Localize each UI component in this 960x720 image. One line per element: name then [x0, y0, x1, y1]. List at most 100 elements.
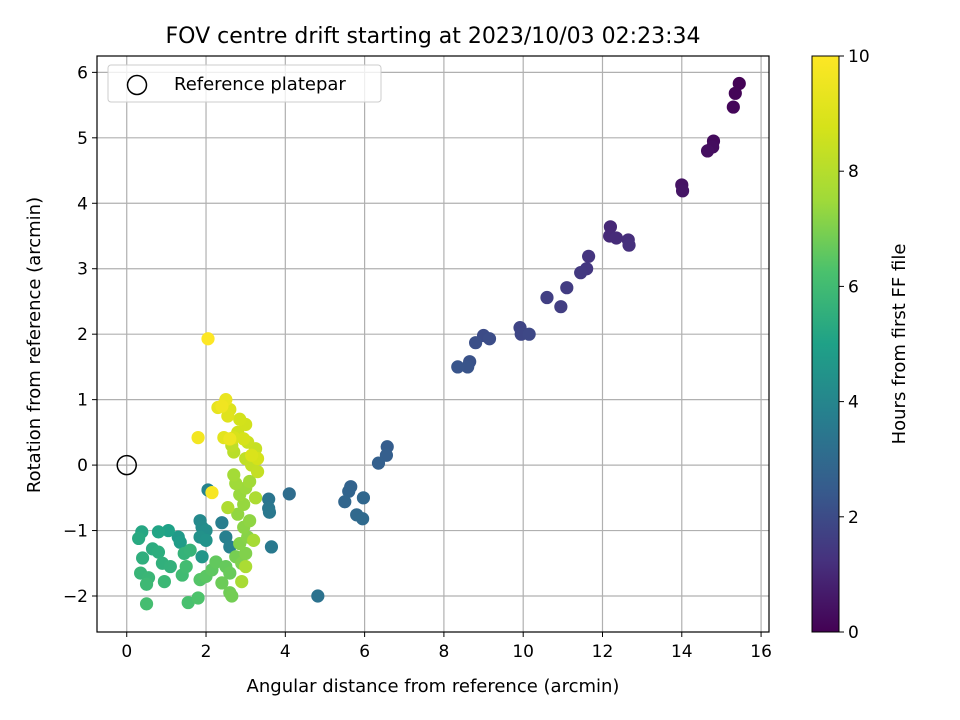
x-axis-label: Angular distance from reference (arcmin)	[247, 676, 620, 697]
colorbar-tick-label: 0	[848, 623, 859, 643]
colorbar-tick-label: 10	[848, 47, 870, 67]
data-point	[461, 360, 475, 374]
data-point	[161, 523, 175, 538]
data-point	[195, 550, 209, 564]
data-point	[675, 184, 690, 198]
data-point	[522, 327, 536, 341]
x-tick-label: 2	[201, 642, 212, 662]
data-point	[248, 491, 263, 505]
data-point	[235, 575, 249, 589]
colorbar-tick-label: 6	[848, 277, 859, 297]
data-point	[247, 533, 261, 547]
data-point	[201, 332, 215, 346]
data-point	[356, 491, 371, 505]
data-point	[221, 409, 235, 423]
data-point	[262, 492, 276, 506]
data-point	[163, 559, 177, 574]
data-point	[157, 575, 171, 589]
x-tick-label: 8	[438, 642, 449, 662]
x-tick-label: 0	[121, 642, 132, 662]
y-tick-label: 3	[77, 260, 88, 280]
x-tick-label: 6	[359, 642, 370, 662]
data-point	[199, 533, 213, 547]
data-point	[215, 399, 229, 413]
data-point	[582, 249, 596, 263]
y-tick-label: 6	[77, 63, 88, 83]
data-point	[311, 589, 325, 603]
y-tick-label: −2	[63, 587, 88, 607]
y-tick-label: 0	[77, 456, 88, 476]
colorbar: 0 2 4 6 8 10 Hours from first FF file	[811, 47, 910, 643]
data-point	[622, 238, 636, 252]
data-point	[726, 100, 740, 114]
data-point	[209, 555, 223, 569]
y-tick-label: 4	[77, 194, 88, 214]
data-point	[173, 535, 187, 549]
data-point	[151, 525, 166, 539]
data-point	[469, 336, 483, 350]
data-points	[116, 76, 746, 611]
data-point	[243, 514, 257, 528]
data-point	[482, 332, 497, 346]
data-point	[135, 551, 150, 565]
data-point	[223, 540, 237, 554]
data-point	[282, 487, 296, 501]
data-point	[574, 266, 588, 280]
data-point	[225, 589, 239, 603]
legend-entry-reference: Reference platepar	[174, 74, 346, 95]
data-point	[205, 485, 219, 500]
x-tick-label: 4	[280, 642, 291, 662]
grid	[97, 56, 769, 632]
data-point	[243, 474, 257, 489]
y-tick-label: 2	[77, 325, 88, 345]
data-point	[264, 540, 279, 554]
data-point	[215, 576, 229, 590]
data-point	[451, 360, 465, 374]
colorbar-tick-label: 4	[848, 393, 859, 413]
data-point	[554, 300, 568, 314]
legend-marker-reference	[126, 74, 148, 96]
y-tick-label: 1	[77, 391, 88, 411]
reference-marker	[116, 454, 137, 476]
data-point	[262, 505, 277, 519]
data-point	[560, 281, 574, 295]
legend-box	[107, 64, 382, 103]
data-point	[356, 512, 370, 526]
y-tick-label: 5	[77, 129, 88, 149]
data-point	[371, 456, 386, 470]
x-tick-label: 10	[512, 642, 534, 662]
data-point	[181, 595, 195, 610]
data-point	[250, 465, 265, 479]
data-point	[139, 577, 154, 591]
x-tick-label: 16	[750, 642, 772, 662]
data-point	[183, 543, 197, 557]
data-point	[609, 231, 623, 245]
data-point	[139, 597, 154, 611]
data-point	[151, 545, 166, 559]
colorbar-tick-label: 2	[848, 508, 859, 528]
data-point	[338, 495, 352, 509]
data-point	[342, 484, 356, 498]
data-point	[223, 432, 237, 446]
y-tick-label: −1	[63, 522, 88, 542]
data-point	[221, 501, 235, 515]
colorbar-tick-label: 8	[848, 162, 859, 182]
colorbar-gradient	[811, 55, 840, 633]
data-point	[191, 431, 205, 445]
data-point	[245, 448, 259, 462]
colorbar-label: Hours from first FF file	[889, 244, 910, 445]
data-point	[237, 432, 251, 446]
data-point	[227, 468, 241, 482]
chart-title: FOV centre drift starting at 2023/10/03 …	[166, 24, 701, 49]
data-point	[239, 546, 253, 561]
data-point	[215, 516, 229, 530]
data-point	[233, 412, 247, 426]
data-point	[239, 559, 253, 574]
data-point	[191, 591, 205, 605]
y-axis-label: Rotation from reference (arcmin)	[24, 197, 45, 493]
x-tick-label: 12	[592, 642, 614, 662]
plot-frame	[96, 55, 770, 633]
data-point	[728, 86, 742, 100]
